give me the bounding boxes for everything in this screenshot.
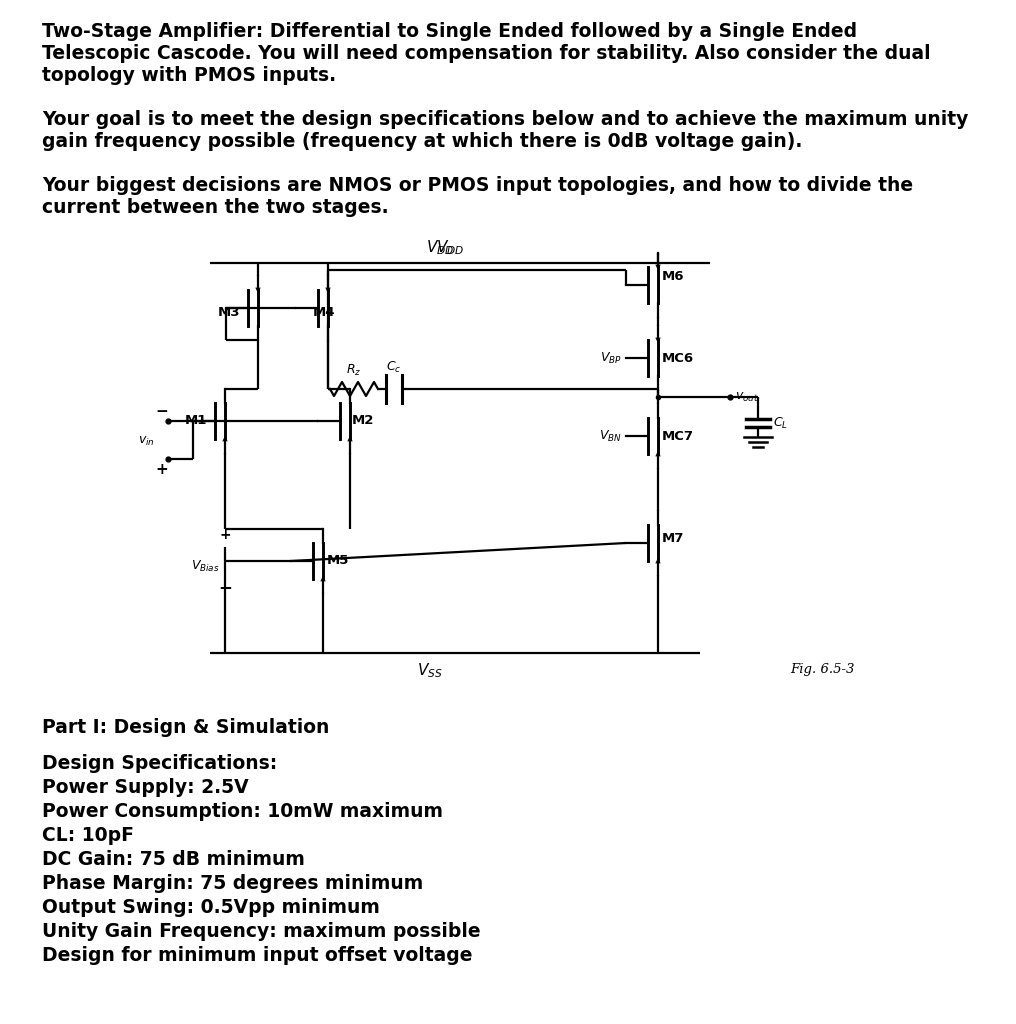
Text: Unity Gain Frequency: maximum possible: Unity Gain Frequency: maximum possible (42, 922, 481, 941)
Text: MC6: MC6 (662, 351, 694, 365)
Text: Fig. 6.5-3: Fig. 6.5-3 (790, 663, 854, 676)
Text: M3: M3 (218, 306, 241, 319)
Text: current between the two stages.: current between the two stages. (42, 198, 389, 217)
Text: $C_L$: $C_L$ (773, 416, 788, 430)
Text: Design for minimum input offset voltage: Design for minimum input offset voltage (42, 946, 472, 965)
Text: $V_{BN}$: $V_{BN}$ (599, 428, 622, 443)
Text: CL: 10pF: CL: 10pF (42, 826, 134, 845)
Text: +: + (155, 462, 169, 476)
Text: M7: M7 (662, 531, 685, 545)
Text: Design Specifications:: Design Specifications: (42, 754, 277, 773)
Text: Power Supply: 2.5V: Power Supply: 2.5V (42, 778, 249, 797)
Text: Your biggest decisions are NMOS or PMOS input topologies, and how to divide the: Your biggest decisions are NMOS or PMOS … (42, 176, 913, 195)
Text: $V_{DD}$: $V_{DD}$ (436, 239, 464, 257)
Text: M6: M6 (662, 270, 685, 284)
Text: Power Consumption: 10mW maximum: Power Consumption: 10mW maximum (42, 802, 443, 821)
Text: $V_{SS}$: $V_{SS}$ (418, 662, 443, 680)
Text: $C_c$: $C_c$ (386, 359, 401, 375)
Text: M5: M5 (327, 555, 350, 567)
Text: $V_{Bias}$: $V_{Bias}$ (191, 558, 220, 573)
Text: $v_{in}$: $v_{in}$ (137, 435, 154, 449)
Text: MC7: MC7 (662, 429, 694, 442)
Text: topology with PMOS inputs.: topology with PMOS inputs. (42, 66, 336, 85)
Text: Telescopic Cascode. You will need compensation for stability. Also consider the : Telescopic Cascode. You will need compen… (42, 44, 931, 63)
Text: −: − (155, 403, 169, 419)
Text: −: − (218, 578, 232, 596)
Text: $V_{DD}$: $V_{DD}$ (426, 239, 454, 257)
Text: M4: M4 (313, 306, 335, 319)
Text: gain frequency possible (frequency at which there is 0dB voltage gain).: gain frequency possible (frequency at wh… (42, 132, 803, 151)
Text: $R_z$: $R_z$ (346, 362, 362, 378)
Text: $V_{BP}$: $V_{BP}$ (600, 350, 622, 366)
Text: Your goal is to meet the design specifications below and to achieve the maximum : Your goal is to meet the design specific… (42, 110, 968, 129)
Text: $v_{out}$: $v_{out}$ (735, 390, 759, 403)
Text: DC Gain: 75 dB minimum: DC Gain: 75 dB minimum (42, 850, 305, 869)
Text: Phase Margin: 75 degrees minimum: Phase Margin: 75 degrees minimum (42, 874, 424, 893)
Text: Part I: Design & Simulation: Part I: Design & Simulation (42, 718, 329, 737)
Text: +: + (219, 528, 231, 542)
Text: M2: M2 (352, 415, 374, 427)
Text: Two-Stage Amplifier: Differential to Single Ended followed by a Single Ended: Two-Stage Amplifier: Differential to Sin… (42, 22, 858, 41)
Text: M1: M1 (185, 415, 207, 427)
Text: Output Swing: 0.5Vpp minimum: Output Swing: 0.5Vpp minimum (42, 898, 380, 918)
